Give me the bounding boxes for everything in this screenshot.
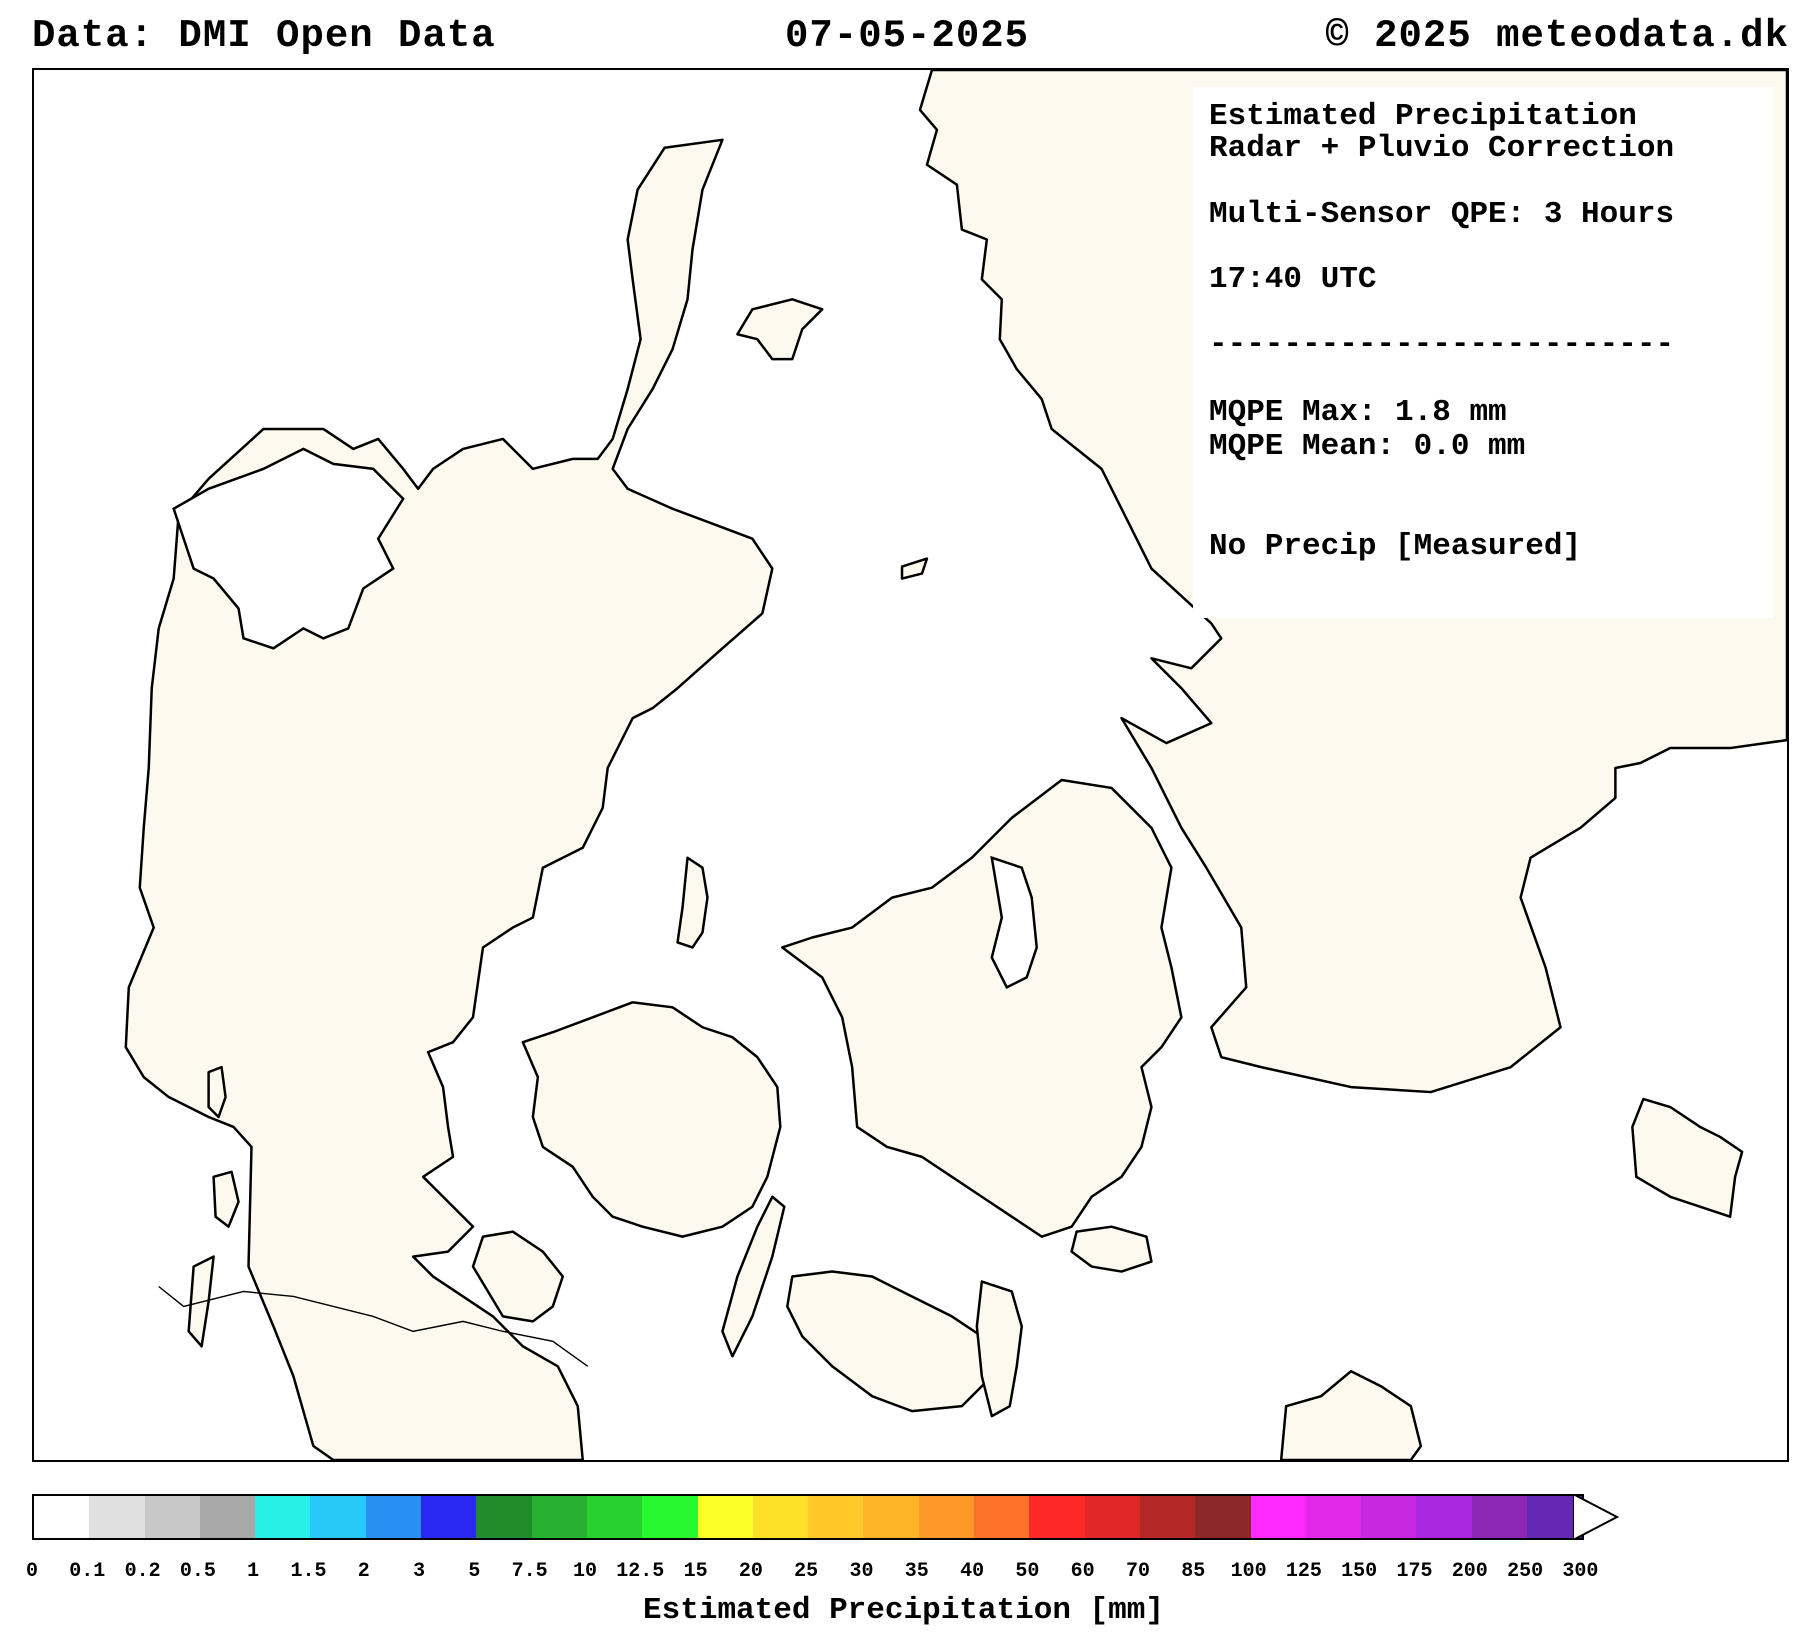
- land-zealand: [781, 778, 1183, 1238]
- land-jutland: [124, 138, 774, 1460]
- header-date: 07-05-2025: [785, 14, 1030, 58]
- colorbar-tick-label: 0.1: [69, 1560, 106, 1583]
- colorbar-tick-label: 0: [25, 1560, 39, 1583]
- colorbar-tick-label: 15: [683, 1560, 708, 1583]
- colorbar-tick-label: 150: [1341, 1560, 1378, 1583]
- info-separator: -------------------------: [1209, 327, 1675, 362]
- colorbar-swatch: [421, 1496, 477, 1538]
- colorbar-swatch: [255, 1496, 311, 1538]
- colorbar-tick-label: 100: [1230, 1560, 1267, 1583]
- border-dk-de: [158, 1285, 589, 1367]
- colorbar-swatch: [697, 1496, 753, 1538]
- colorbar-swatch: [974, 1496, 1030, 1538]
- colorbar-tick-label: 300: [1562, 1560, 1599, 1583]
- land-roemoe: [212, 1170, 240, 1228]
- colorbar-swatch: [531, 1496, 587, 1538]
- colorbar-tick-label: 10: [572, 1560, 598, 1583]
- colorbar-swatch: [752, 1496, 809, 1538]
- info-max: MQPE Max: 1.8 mm: [1209, 395, 1507, 430]
- info-box: Estimated Precipitation Radar + Pluvio C…: [1193, 87, 1774, 618]
- colorbar-swatch: [199, 1496, 256, 1538]
- water-isefjord: [990, 855, 1038, 990]
- colorbar-title: Estimated Precipitation [mm]: [643, 1593, 1164, 1628]
- colorbar-swatch: [1250, 1496, 1306, 1538]
- colorbar-swatch: [89, 1496, 145, 1538]
- land-als: [471, 1230, 565, 1323]
- info-subtitle: Radar + Pluvio Correction: [1209, 131, 1675, 166]
- colorbar-swatch: [1416, 1496, 1472, 1538]
- colorbar-tick-label: 85: [1181, 1560, 1206, 1583]
- land-fanoe: [207, 1065, 227, 1119]
- colorbar-swatch: [365, 1496, 422, 1538]
- colorbar-tick-label: 3: [413, 1560, 426, 1583]
- colorbar-swatch: [1139, 1496, 1196, 1538]
- land-moen: [1070, 1225, 1153, 1273]
- colorbar-tick-label: 2: [357, 1560, 370, 1583]
- colorbar-ticks: 0 0.1 0.2 0.5 1 1.5 2 3 5 7.5 10 12.5 15 20 25 30 35 40 50…: [0, 1560, 1807, 1590]
- land-funen: [521, 1001, 782, 1238]
- colorbar-tick-label: 70: [1125, 1560, 1151, 1583]
- info-time: 17:40 UTC: [1209, 262, 1377, 297]
- land-bornholm: [1631, 1097, 1744, 1218]
- info-status: No Precip [Measured]: [1209, 529, 1582, 564]
- colorbar-tick-label: 125: [1285, 1560, 1322, 1583]
- header-copyright: © 2025 meteodata.dk: [1325, 14, 1789, 58]
- land-laesoe: [736, 298, 824, 361]
- colorbar-swatch: [863, 1496, 919, 1538]
- colorbar-tick-label: 250: [1507, 1560, 1544, 1583]
- colorbar-tick-label: 1.5: [290, 1560, 327, 1583]
- colorbar-swatch: [808, 1496, 864, 1538]
- colorbar-tick-label: 1: [247, 1560, 260, 1583]
- colorbar-tick-label: 0.5: [179, 1560, 216, 1583]
- colorbar-swatch: [1084, 1496, 1140, 1538]
- colorbar-tick-label: 60: [1070, 1560, 1095, 1583]
- header-data-source: Data: DMI Open Data: [32, 14, 496, 58]
- colorbar-tick-label: 12.5: [616, 1560, 665, 1583]
- colorbar-swatch: [476, 1496, 532, 1538]
- colorbar-swatch: [1305, 1496, 1362, 1538]
- colorbar-swatch: [586, 1496, 643, 1538]
- colorbar-tick-label: 25: [794, 1560, 819, 1583]
- water-limfjord: [172, 447, 405, 650]
- colorbar-swatch: [642, 1496, 698, 1538]
- land-falster: [975, 1280, 1023, 1418]
- land-ruegen: [1279, 1370, 1423, 1460]
- colorbar-extend-arrow: [1573, 1494, 1620, 1540]
- land-langeland: [721, 1195, 786, 1358]
- colorbar-tick-label: 40: [960, 1560, 985, 1583]
- colorbar-swatch: [918, 1496, 975, 1538]
- colorbar-tick-label: 20: [738, 1560, 763, 1583]
- colorbar-swatch: [1029, 1496, 1085, 1538]
- colorbar-tick-label: 35: [904, 1560, 929, 1583]
- colorbar-swatch: [1195, 1496, 1251, 1538]
- info-accumulation: Multi-Sensor QPE: 3 Hours: [1209, 197, 1675, 232]
- colorbar: [32, 1494, 1585, 1540]
- colorbar-swatch: [1471, 1496, 1528, 1538]
- colorbar-tick-label: 50: [1015, 1560, 1040, 1583]
- colorbar-tick-label: 175: [1396, 1560, 1433, 1583]
- colorbar-swatch: [1361, 1496, 1417, 1538]
- info-title: Estimated Precipitation: [1209, 99, 1637, 134]
- colorbar-tick-label: 5: [468, 1560, 481, 1583]
- info-mean: MQPE Mean: 0.0 mm: [1209, 429, 1526, 464]
- colorbar-swatch: [144, 1496, 200, 1538]
- land-samsoe: [676, 856, 709, 949]
- land-anholt: [900, 557, 929, 580]
- colorbar-swatch: [34, 1496, 90, 1538]
- colorbar-tick-label: 7.5: [511, 1560, 548, 1583]
- land-lolland: [786, 1270, 994, 1413]
- colorbar-swatch: [310, 1496, 366, 1538]
- colorbar-tick-label: 200: [1451, 1560, 1488, 1583]
- colorbar-tick-label: 0.2: [124, 1560, 161, 1583]
- colorbar-tick-label: 30: [849, 1560, 874, 1583]
